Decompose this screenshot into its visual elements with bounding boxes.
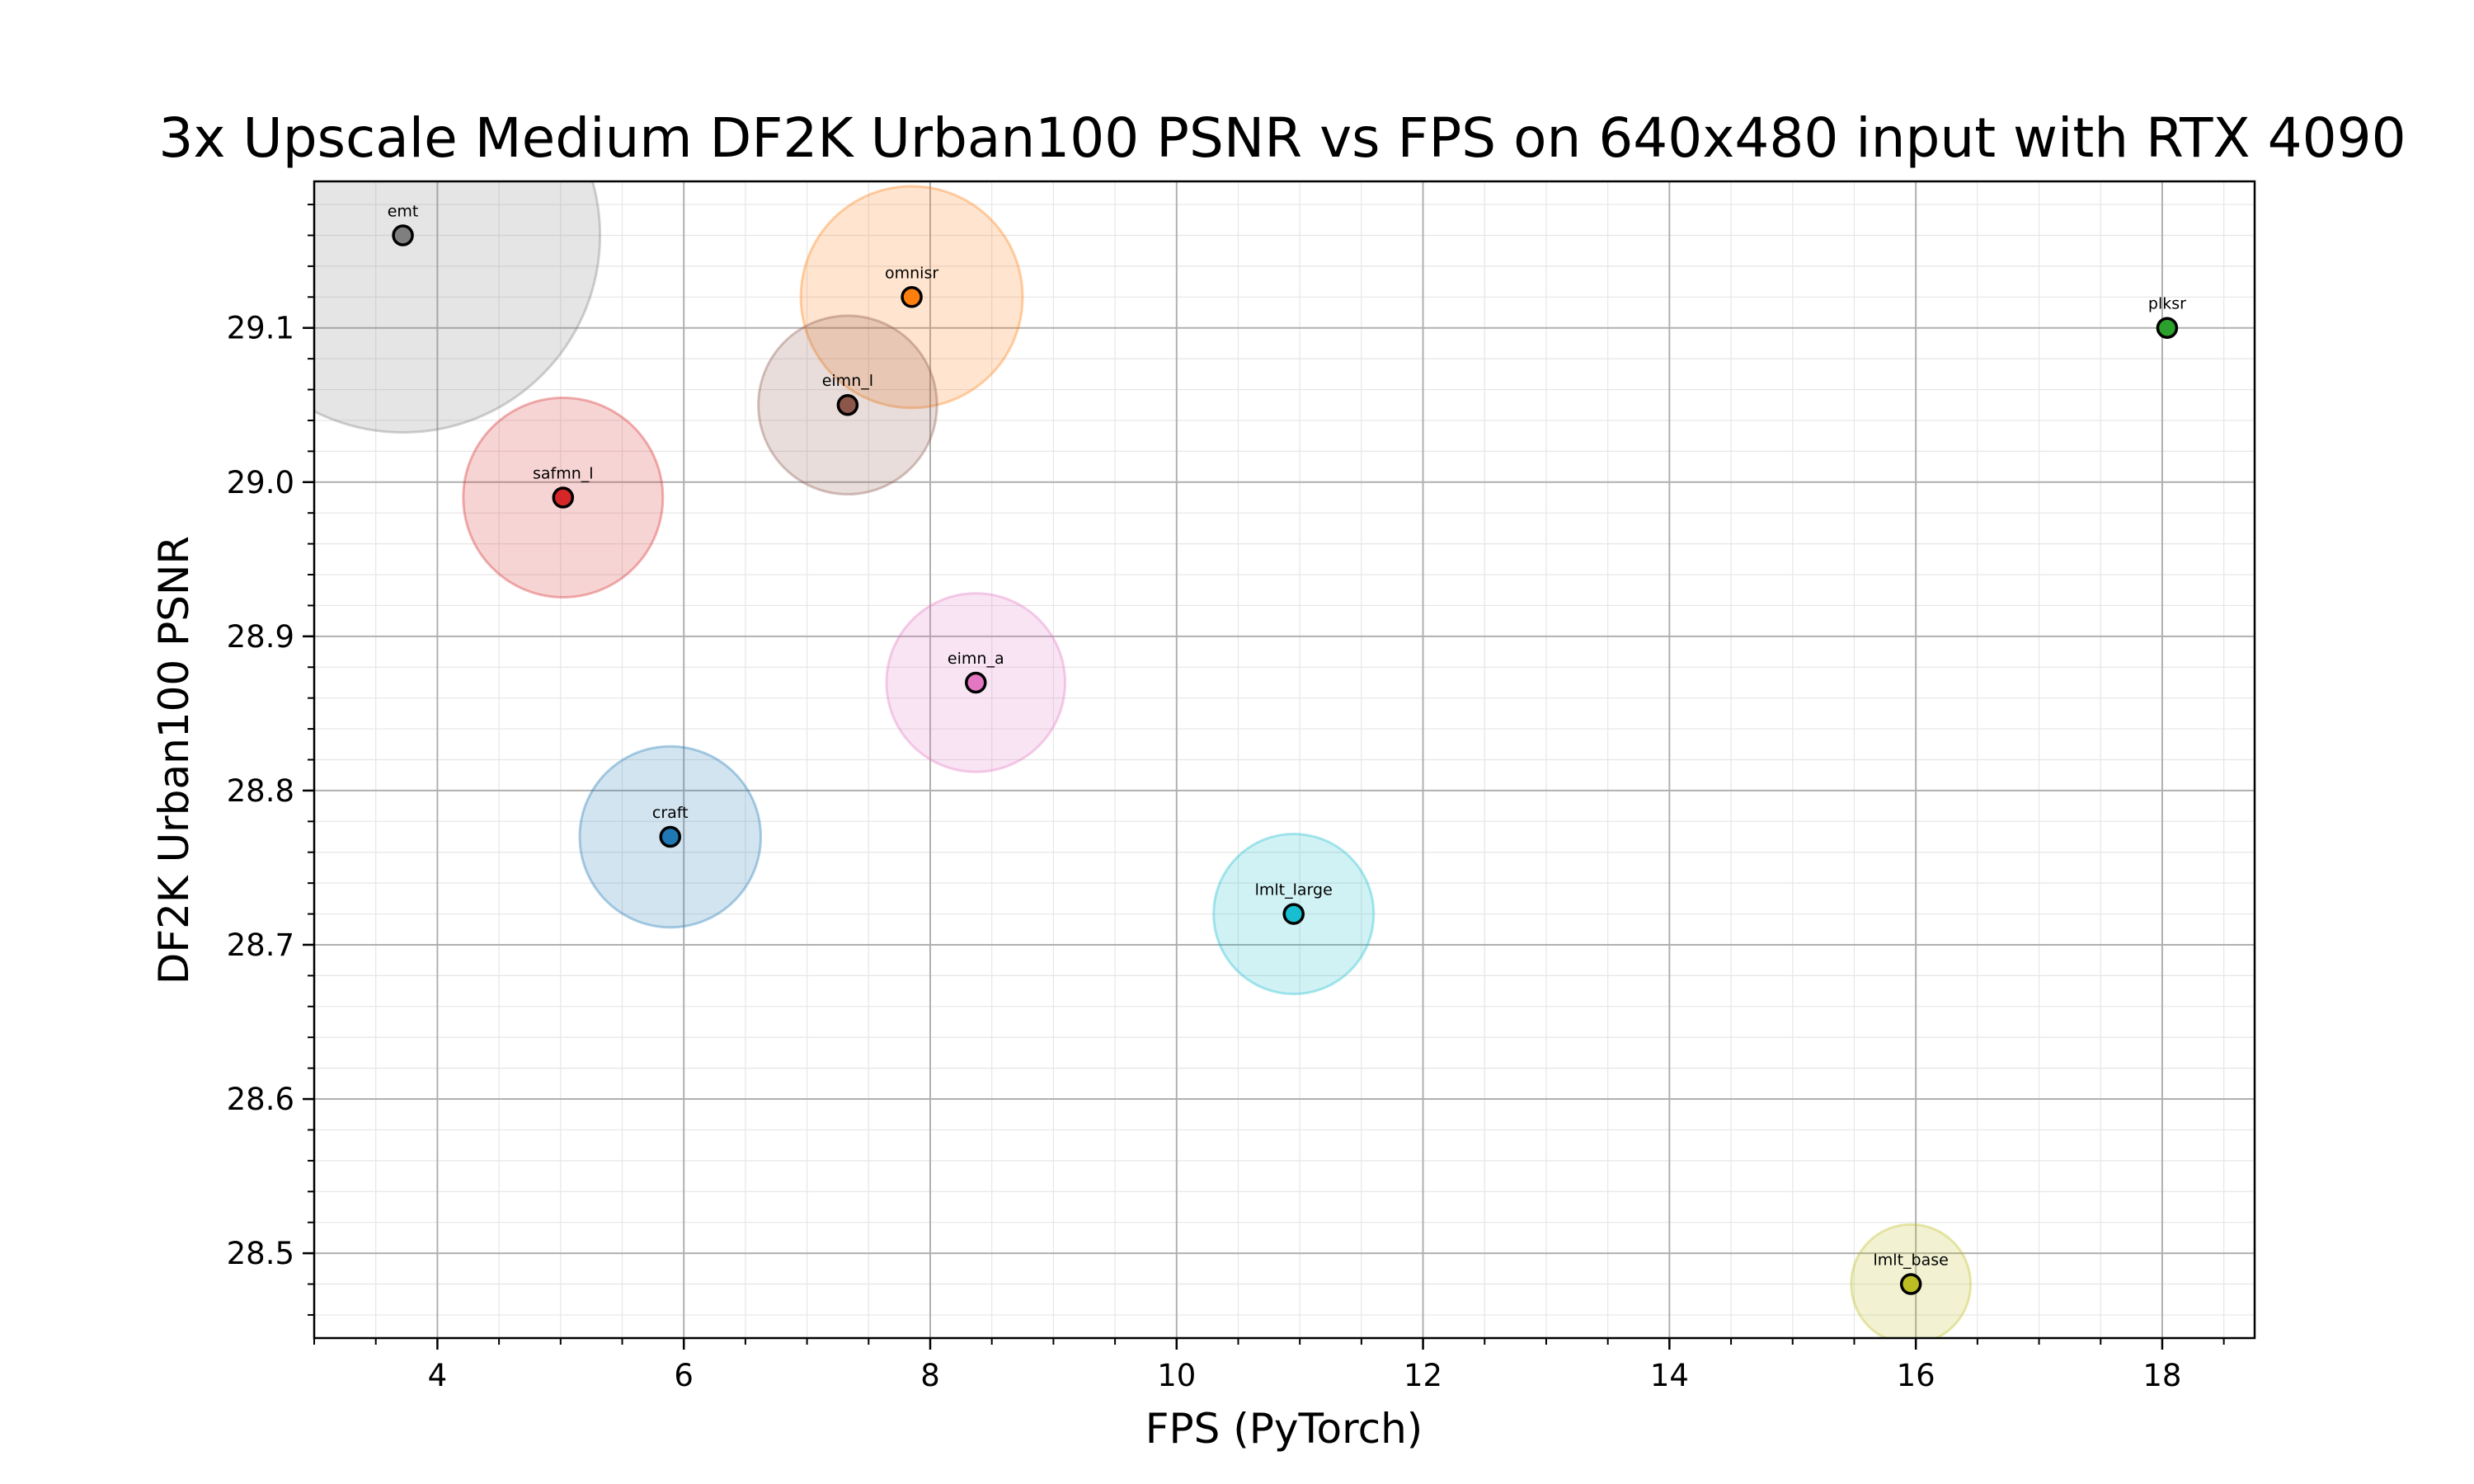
x-tick-label: 16 bbox=[1897, 1358, 1935, 1393]
point-label-omnisr: omnisr bbox=[885, 264, 938, 282]
point-label-craft: craft bbox=[652, 804, 689, 822]
point-lmlt_large bbox=[1282, 903, 1305, 925]
point-safmn_l bbox=[552, 486, 575, 509]
x-tick-label: 4 bbox=[428, 1358, 448, 1393]
y-tick-label: 29.1 bbox=[227, 311, 294, 346]
y-tick-label: 28.7 bbox=[227, 928, 294, 963]
point-craft bbox=[659, 825, 682, 848]
point-omnisr bbox=[901, 286, 923, 308]
point-lmlt_base bbox=[1899, 1273, 1922, 1295]
point-label-safmn_l: safmn_l bbox=[533, 464, 594, 482]
y-axis-label: DF2K Urban100 PSNR bbox=[150, 536, 198, 984]
point-eimn_l bbox=[836, 393, 859, 416]
bubble-emt bbox=[314, 181, 602, 434]
x-tick-label: 10 bbox=[1157, 1358, 1196, 1393]
point-label-eimn_l: eimn_l bbox=[822, 372, 873, 390]
y-axis: 28.5 28.6 28.7 28.8 28.9 29.0 29.1 bbox=[227, 204, 314, 1316]
x-axis: 4 6 8 10 12 14 16 18 bbox=[313, 1338, 2225, 1393]
minor-grid bbox=[313, 181, 2255, 1338]
point-label-lmlt_large: lmlt_large bbox=[1255, 881, 1333, 899]
y-tick-label: 28.9 bbox=[227, 619, 294, 655]
y-tick-label: 29.0 bbox=[227, 465, 294, 500]
point-label-lmlt_base: lmlt_base bbox=[1874, 1252, 1949, 1270]
point-label-emt: emt bbox=[388, 202, 419, 220]
point-eimn_a bbox=[965, 671, 987, 694]
point-label-eimn_a: eimn_a bbox=[948, 650, 1004, 668]
bubble-layer bbox=[314, 181, 1973, 1338]
y-tick-label: 28.6 bbox=[227, 1082, 294, 1117]
x-tick-label: 18 bbox=[2142, 1358, 2181, 1393]
x-tick-label: 6 bbox=[674, 1358, 694, 1393]
x-tick-label: 8 bbox=[920, 1358, 940, 1393]
point-layer bbox=[392, 224, 2179, 1295]
point-label-plksr: plksr bbox=[2148, 295, 2186, 313]
point-emt bbox=[392, 224, 414, 247]
x-axis-label: FPS (PyTorch) bbox=[1145, 1405, 1423, 1453]
point-plksr bbox=[2156, 317, 2179, 339]
y-tick-label: 28.8 bbox=[227, 773, 294, 809]
chart-title: 3x Upscale Medium DF2K Urban100 PSNR vs … bbox=[158, 106, 2406, 170]
x-tick-label: 14 bbox=[1650, 1358, 1689, 1393]
x-tick-label: 12 bbox=[1404, 1358, 1442, 1393]
y-tick-label: 28.5 bbox=[227, 1236, 294, 1271]
major-grid bbox=[314, 181, 2255, 1338]
